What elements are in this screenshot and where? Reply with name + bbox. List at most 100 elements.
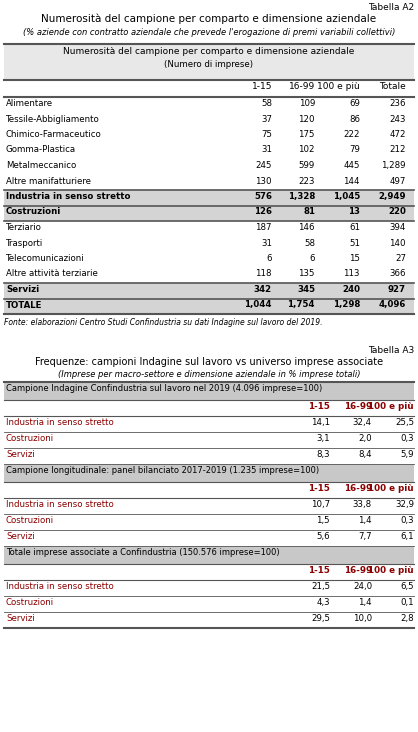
Text: 4,096: 4,096: [379, 301, 406, 310]
Text: 1,4: 1,4: [358, 516, 372, 525]
Text: Terziario: Terziario: [6, 223, 42, 232]
Text: 927: 927: [388, 285, 406, 294]
Text: 3,1: 3,1: [316, 434, 330, 443]
Text: 27: 27: [395, 254, 406, 263]
Text: Industria in senso stretto: Industria in senso stretto: [6, 192, 130, 201]
Text: 51: 51: [349, 239, 360, 247]
Text: 5,6: 5,6: [316, 532, 330, 541]
Text: 345: 345: [297, 285, 315, 294]
Text: 243: 243: [390, 114, 406, 124]
Text: 10,7: 10,7: [311, 500, 330, 509]
Text: 58: 58: [304, 239, 315, 247]
Text: Costruzioni: Costruzioni: [6, 516, 54, 525]
Text: 32,9: 32,9: [395, 500, 414, 509]
Text: 130: 130: [255, 176, 272, 185]
Text: 16-99: 16-99: [344, 402, 372, 411]
Text: 79: 79: [349, 146, 360, 154]
Text: Servizi: Servizi: [6, 450, 35, 459]
Text: 4,3: 4,3: [316, 598, 330, 607]
Text: 0,1: 0,1: [400, 598, 414, 607]
Text: 86: 86: [349, 114, 360, 124]
Text: 24,0: 24,0: [353, 582, 372, 591]
Text: 100 e più: 100 e più: [368, 566, 414, 575]
Text: 25,5: 25,5: [395, 418, 414, 427]
Text: 2,0: 2,0: [358, 434, 372, 443]
Text: 8,4: 8,4: [358, 450, 372, 459]
Text: Costruzioni: Costruzioni: [6, 598, 54, 607]
Text: (Imprese per macro-settore e dimensione aziendale in % imprese totali): (Imprese per macro-settore e dimensione …: [58, 370, 360, 379]
Text: 10,0: 10,0: [353, 614, 372, 623]
Text: 100 e più: 100 e più: [317, 82, 360, 91]
Bar: [4, 299, 414, 314]
Text: Campione longitudinale: panel bilanciato 2017-2019 (1.235 imprese=100): Campione longitudinale: panel bilanciato…: [6, 466, 319, 475]
Text: 126: 126: [254, 207, 272, 217]
Text: Industria in senso stretto: Industria in senso stretto: [6, 500, 114, 509]
Text: 236: 236: [390, 99, 406, 108]
Text: TOTALE: TOTALE: [6, 301, 42, 310]
Text: 15: 15: [349, 254, 360, 263]
Text: 599: 599: [299, 161, 315, 170]
Text: 222: 222: [344, 130, 360, 139]
Bar: [4, 546, 414, 564]
Text: 1,289: 1,289: [382, 161, 406, 170]
Text: 32,4: 32,4: [353, 418, 372, 427]
Text: Altre attività terziarie: Altre attività terziarie: [6, 269, 98, 278]
Text: 0,3: 0,3: [400, 516, 414, 525]
Text: 1,4: 1,4: [358, 598, 372, 607]
Text: 1-15: 1-15: [308, 402, 330, 411]
Bar: [4, 382, 414, 400]
Text: 1,328: 1,328: [288, 192, 315, 201]
Text: 21,5: 21,5: [311, 582, 330, 591]
Text: 445: 445: [344, 161, 360, 170]
Text: 31: 31: [261, 146, 272, 154]
Text: (% aziende con contratto aziendale che prevede l'erogazione di premi variabili c: (% aziende con contratto aziendale che p…: [23, 28, 395, 37]
Text: Numerosità del campione per comparto e dimensione aziendale: Numerosità del campione per comparto e d…: [41, 14, 377, 24]
Text: 102: 102: [298, 146, 315, 154]
Text: 33,8: 33,8: [353, 500, 372, 509]
Text: 576: 576: [254, 192, 272, 201]
Text: Frequenze: campioni Indagine sul lavoro vs universo imprese associate: Frequenze: campioni Indagine sul lavoro …: [35, 357, 383, 367]
Text: Industria in senso stretto: Industria in senso stretto: [6, 582, 114, 591]
Text: 6: 6: [309, 254, 315, 263]
Text: 75: 75: [261, 130, 272, 139]
Text: 113: 113: [344, 269, 360, 278]
Text: 240: 240: [342, 285, 360, 294]
Text: 8,3: 8,3: [316, 450, 330, 459]
Text: 100 e più: 100 e più: [368, 402, 414, 411]
Text: 58: 58: [261, 99, 272, 108]
Text: Totale: Totale: [379, 82, 406, 91]
Text: 1,045: 1,045: [333, 192, 360, 201]
Text: Telecomunicazioni: Telecomunicazioni: [6, 254, 84, 263]
Text: 6,1: 6,1: [400, 532, 414, 541]
Text: 109: 109: [298, 99, 315, 108]
Text: 13: 13: [348, 207, 360, 217]
Text: 187: 187: [255, 223, 272, 232]
Text: 37: 37: [261, 114, 272, 124]
Text: 69: 69: [349, 99, 360, 108]
Text: 394: 394: [390, 223, 406, 232]
Text: Tabella A3: Tabella A3: [368, 346, 414, 355]
Text: Numerosità del campione per comparto e dimensione aziendale: Numerosità del campione per comparto e d…: [63, 47, 355, 56]
Text: 1-15: 1-15: [308, 566, 330, 575]
Text: 118: 118: [255, 269, 272, 278]
Text: Costruzioni: Costruzioni: [6, 434, 54, 443]
Text: Tabella A2: Tabella A2: [368, 3, 414, 12]
Text: Tessile-Abbigliamento: Tessile-Abbigliamento: [6, 114, 100, 124]
Text: 175: 175: [298, 130, 315, 139]
Text: 6,5: 6,5: [400, 582, 414, 591]
Text: 0,3: 0,3: [400, 434, 414, 443]
Text: 5,9: 5,9: [400, 450, 414, 459]
Bar: [4, 44, 414, 80]
Text: 16-99: 16-99: [289, 82, 315, 91]
Text: 366: 366: [390, 269, 406, 278]
Text: 120: 120: [298, 114, 315, 124]
Text: Gomma-Plastica: Gomma-Plastica: [6, 146, 76, 154]
Text: 1,298: 1,298: [333, 301, 360, 310]
Bar: [4, 464, 414, 482]
Text: (Numero di imprese): (Numero di imprese): [165, 60, 253, 69]
Bar: [4, 206, 414, 221]
Text: Fonte: elaborazioni Centro Studi Confindustria su dati Indagine sul lavoro del 2: Fonte: elaborazioni Centro Studi Confind…: [4, 318, 323, 327]
Text: Servizi: Servizi: [6, 614, 35, 623]
Text: 146: 146: [298, 223, 315, 232]
Text: 1,044: 1,044: [245, 301, 272, 310]
